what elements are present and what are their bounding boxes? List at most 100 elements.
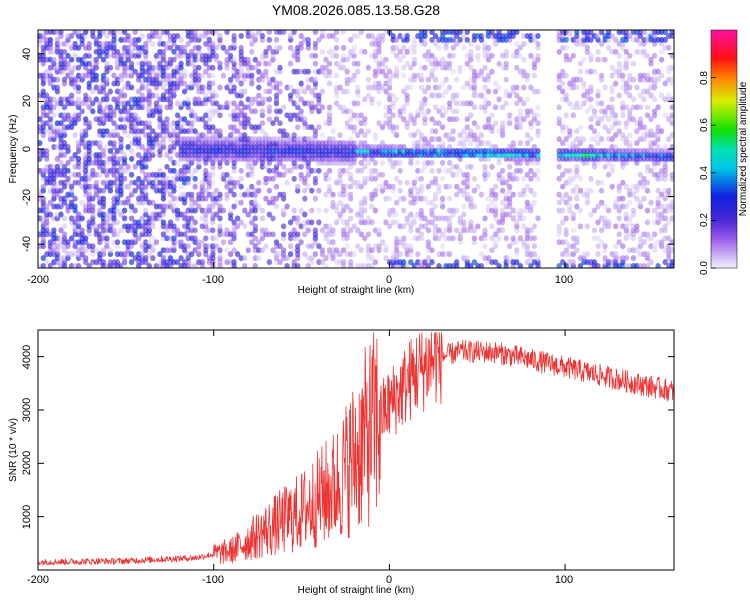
spectrogram-cell (461, 211, 467, 218)
spectrogram-cell (415, 140, 421, 147)
spectrogram-cell (256, 179, 262, 186)
spectrogram-cell (379, 84, 386, 91)
spectrogram-cell (369, 33, 375, 39)
spectrogram-cell (90, 203, 96, 210)
spectrogram-cell (408, 84, 414, 91)
spectrogram-cell (422, 64, 428, 71)
spectrogram-cell (605, 171, 612, 178)
spectrogram-cell (510, 207, 516, 214)
spectrogram-cell (316, 92, 322, 99)
spectrogram-cell (245, 56, 251, 63)
spectrogram-cell (499, 227, 506, 234)
spectrogram-cell (517, 263, 523, 268)
spectrogram-cell (355, 227, 361, 234)
spectrogram-cell (471, 203, 478, 210)
spectrogram-cell (316, 207, 322, 214)
spectrogram-cell (118, 136, 124, 143)
spectrogram-cell (167, 219, 174, 226)
spectrogram-cell (401, 116, 407, 123)
spectrogram-cell (369, 203, 375, 210)
spectrogram-cell (100, 72, 107, 79)
spectrogram-cell (422, 259, 428, 266)
spectrogram-cell (560, 207, 566, 214)
spectrogram-cell (146, 60, 152, 67)
spectrogram-cell (393, 211, 400, 218)
spectrogram-cell (295, 183, 301, 190)
spectrogram-cell (436, 108, 442, 115)
spectrogram-cell (273, 116, 280, 123)
spectrogram-cell (189, 48, 195, 55)
spectrogram-cell (560, 171, 566, 178)
spectrogram-cell (383, 179, 389, 186)
spectrogram-cell (305, 263, 311, 268)
spectrogram-cell (436, 84, 442, 91)
spectrogram-cell (588, 30, 594, 35)
spectrogram-cell (213, 100, 220, 107)
spectrogram-cell (340, 52, 347, 59)
spectrogram-cell (238, 44, 244, 51)
spectrogram-cell (121, 207, 128, 214)
spectrogram-cell (291, 30, 297, 35)
spectrogram-cell (485, 100, 492, 107)
spectrogram-cell (178, 124, 184, 131)
spectrogram-cell (196, 64, 202, 71)
spectrogram-cell (616, 60, 622, 67)
spectrogram-cell (616, 120, 622, 127)
spectrogram-cell (609, 72, 615, 79)
spectrogram-cell (143, 84, 149, 91)
spectrogram-cell (323, 64, 329, 71)
spectrogram-cell (351, 44, 357, 51)
spectrogram-cell (121, 60, 128, 67)
spectrogram-cell (605, 128, 612, 135)
spectrogram-cell (189, 223, 195, 230)
spectrogram-cell (196, 96, 202, 103)
spectrogram-cell (160, 255, 167, 262)
spectrogram-cell (588, 96, 594, 103)
spectrogram-cell (644, 219, 651, 226)
spectrogram-cell (93, 247, 99, 254)
spectrogram-cell (598, 187, 605, 194)
spectrogram-cell (492, 203, 499, 210)
spectrogram-cell (340, 30, 347, 35)
spectrogram-cell (524, 183, 531, 190)
spectrogram-cell (107, 88, 114, 95)
spectrogram-cell (355, 84, 361, 91)
spectrogram-cell (160, 231, 167, 238)
spectrogram-cell (256, 239, 262, 246)
spectrogram-cell (581, 136, 587, 143)
spectrogram-cell (312, 40, 319, 47)
spectrogram-cell (192, 183, 198, 190)
spectrogram-cell (270, 120, 276, 127)
spectrogram-cell (489, 30, 495, 35)
spectrogram-cell (224, 30, 230, 35)
spectrogram-cell (404, 92, 410, 99)
spectrogram-cell (422, 112, 428, 119)
spectrogram-cell (302, 251, 308, 258)
spectrogram-cell (393, 175, 400, 182)
spectrogram-cell (68, 56, 75, 63)
spectrogram-cell (577, 187, 584, 194)
spectrogram-cell (436, 263, 442, 268)
spectrogram-cell (210, 227, 216, 234)
spectrogram-cell (464, 30, 470, 35)
spectrogram-cell (58, 187, 64, 194)
spectrogram-cell (503, 191, 509, 198)
spectrogram-cell (524, 72, 531, 79)
spectrogram-cell (567, 56, 573, 63)
spectrogram-cell (418, 72, 425, 79)
spectrogram-cell (666, 92, 672, 99)
spectrogram-cell (496, 30, 502, 35)
spectrogram-cell (358, 247, 364, 254)
spectrogram-cell (595, 251, 601, 258)
spectrogram-cell (227, 175, 234, 182)
spectrogram-cell (627, 108, 633, 115)
spectrogram-cell (415, 159, 421, 166)
spectrogram-cell (65, 159, 71, 166)
spectrogram-cell (450, 44, 456, 51)
spectrogram-cell (669, 199, 674, 206)
spectrogram-cell (669, 259, 674, 266)
spectrogram-cell (54, 76, 61, 83)
spectrogram-cell (51, 227, 57, 234)
spectrogram-cell (256, 124, 262, 131)
spectrogram-cell (256, 84, 262, 91)
